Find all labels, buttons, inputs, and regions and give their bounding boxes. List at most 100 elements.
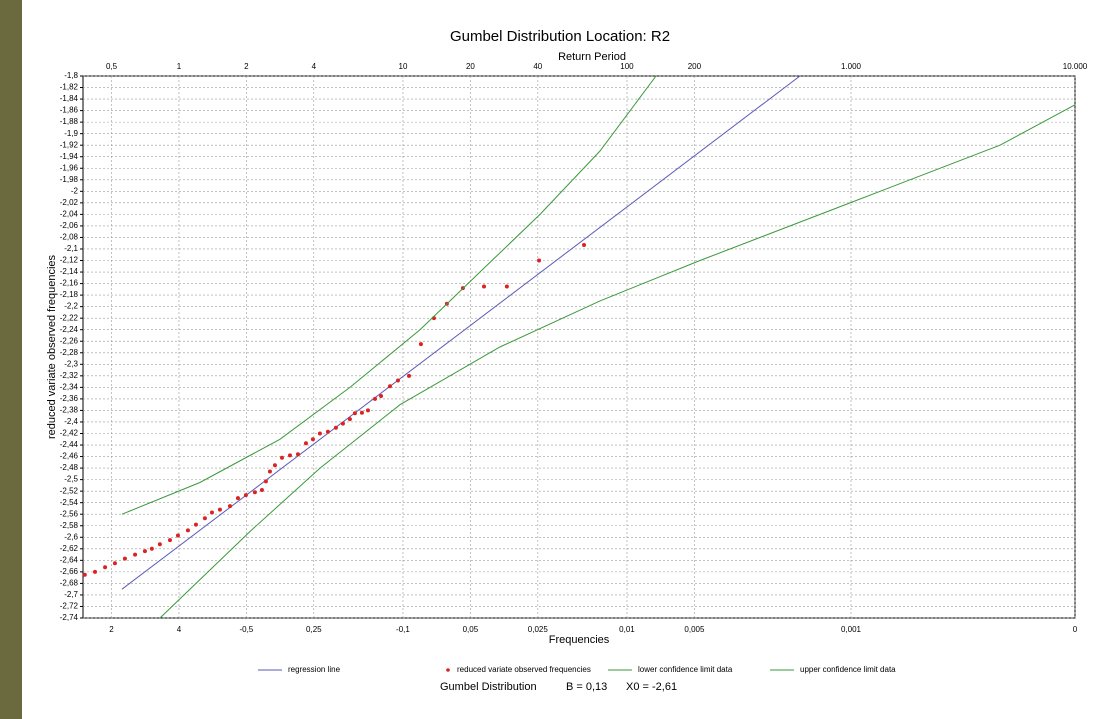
y-tick-label: -1,82: [60, 83, 79, 92]
data-point: [209, 510, 214, 515]
y-tick-label: -2,02: [60, 198, 79, 207]
x2-tick-label: 4: [312, 62, 317, 71]
data-point: [352, 411, 357, 416]
y-tick-label: -2: [71, 186, 79, 195]
y-tick-label: -2,64: [60, 555, 79, 564]
y-tick-label: -2,18: [60, 290, 79, 299]
y-tick-label: -2,36: [60, 394, 79, 403]
y-tick-label: -2,6: [64, 532, 78, 541]
y-tick-label: -2,34: [60, 382, 79, 391]
y-tick-label: -2,5: [64, 475, 78, 484]
y-tick-label: -2,28: [60, 348, 79, 357]
data-point: [263, 479, 268, 484]
y-tick-label: -2,04: [60, 209, 79, 218]
y-tick-label: -2,14: [60, 267, 79, 276]
x2-tick-label: 1: [177, 62, 182, 71]
footer-label: Gumbel Distribution: [440, 681, 537, 693]
x-tick-label: -0,1: [396, 625, 410, 634]
data-point: [227, 504, 232, 509]
data-point: [217, 507, 222, 512]
y-tick-label: -2,48: [60, 463, 79, 472]
data-point: [582, 242, 587, 247]
data-point: [193, 522, 198, 527]
x2-tick-label: 10.000: [1063, 62, 1088, 71]
data-point: [287, 453, 292, 458]
data-point: [252, 490, 257, 495]
data-point: [365, 408, 370, 413]
data-point: [122, 556, 127, 561]
y-tick-label: -1,88: [60, 117, 79, 126]
y-tick-label: -2,74: [60, 613, 79, 622]
data-point: [243, 493, 248, 498]
y-tick-label: -1,92: [60, 140, 79, 149]
y-tick-label: -2,72: [60, 602, 79, 611]
y-tick-label: -2,2: [64, 302, 78, 311]
y-tick-label: -2,08: [60, 233, 79, 242]
y-tick-label: -1,98: [60, 175, 79, 184]
x2-tick-label: 0,5: [106, 62, 118, 71]
data-point: [325, 429, 330, 434]
data-point: [112, 561, 117, 566]
series-line: [159, 104, 1076, 619]
data-point: [418, 342, 423, 347]
panel: [22, 0, 1096, 719]
legend-label: upper confidence limit data: [800, 665, 896, 674]
y-tick-label: -1,84: [60, 94, 79, 103]
x-axis-title: Frequencies: [549, 634, 610, 646]
data-point: [82, 572, 87, 577]
y-tick-label: -2,3: [64, 359, 78, 368]
y-tick-label: -2,24: [60, 325, 79, 334]
y-tick-label: -2,26: [60, 336, 79, 345]
y-tick-label: -2,66: [60, 567, 79, 576]
data-point: [406, 373, 411, 378]
data-point: [317, 431, 322, 436]
series-line: [121, 75, 801, 590]
x2-tick-label: 40: [533, 62, 542, 71]
legend-label: reduced variate observed frequencies: [457, 665, 591, 674]
data-point: [202, 516, 207, 521]
y-tick-label: -2,7: [64, 590, 78, 599]
y-tick-label: -2,22: [60, 313, 79, 322]
data-point: [340, 421, 345, 426]
y-tick-label: -2,42: [60, 429, 79, 438]
x-tick-label: 0,01: [619, 625, 635, 634]
series-line: [121, 75, 657, 515]
x2-tick-label: 100: [620, 62, 634, 71]
legend-label: regression line: [288, 665, 341, 674]
footer-x0: X0 = -2,61: [626, 681, 677, 693]
y-tick-label: -2,1: [64, 244, 78, 253]
y-tick-label: -2,32: [60, 371, 79, 380]
x2-tick-label: 10: [399, 62, 408, 71]
data-point: [133, 552, 138, 557]
data-point: [259, 487, 264, 492]
data-point: [185, 528, 190, 533]
y-tick-label: -2,16: [60, 279, 79, 288]
data-point: [395, 378, 400, 383]
y-tick-label: -2,06: [60, 221, 79, 230]
x-tick-label: 0,005: [684, 625, 705, 634]
x-tick-label: 0: [1073, 625, 1078, 634]
y-tick-label: -2,4: [64, 417, 78, 426]
y-tick-label: -1,96: [60, 163, 79, 172]
y-axis-title: reduced variate observed frequencies: [46, 254, 58, 439]
x2-tick-label: 20: [466, 62, 475, 71]
x2-tick-label: 200: [688, 62, 702, 71]
data-point: [279, 455, 284, 460]
data-point: [537, 258, 542, 263]
plot-frame: [82, 75, 1076, 619]
y-tick-label: -1,8: [64, 71, 78, 80]
data-point: [387, 384, 392, 389]
data-point: [272, 463, 277, 468]
data-point: [333, 425, 338, 430]
y-tick-label: -1,86: [60, 106, 79, 115]
y-tick-label: -2,12: [60, 256, 79, 265]
y-tick-label: -2,68: [60, 579, 79, 588]
data-point: [93, 569, 98, 574]
legend-marker: [446, 668, 450, 672]
x2-axis-title: Return Period: [558, 51, 626, 63]
chart-title: Gumbel Distribution Location: R2: [450, 28, 670, 45]
y-tick-label: -2,46: [60, 452, 79, 461]
data-point: [235, 496, 240, 501]
